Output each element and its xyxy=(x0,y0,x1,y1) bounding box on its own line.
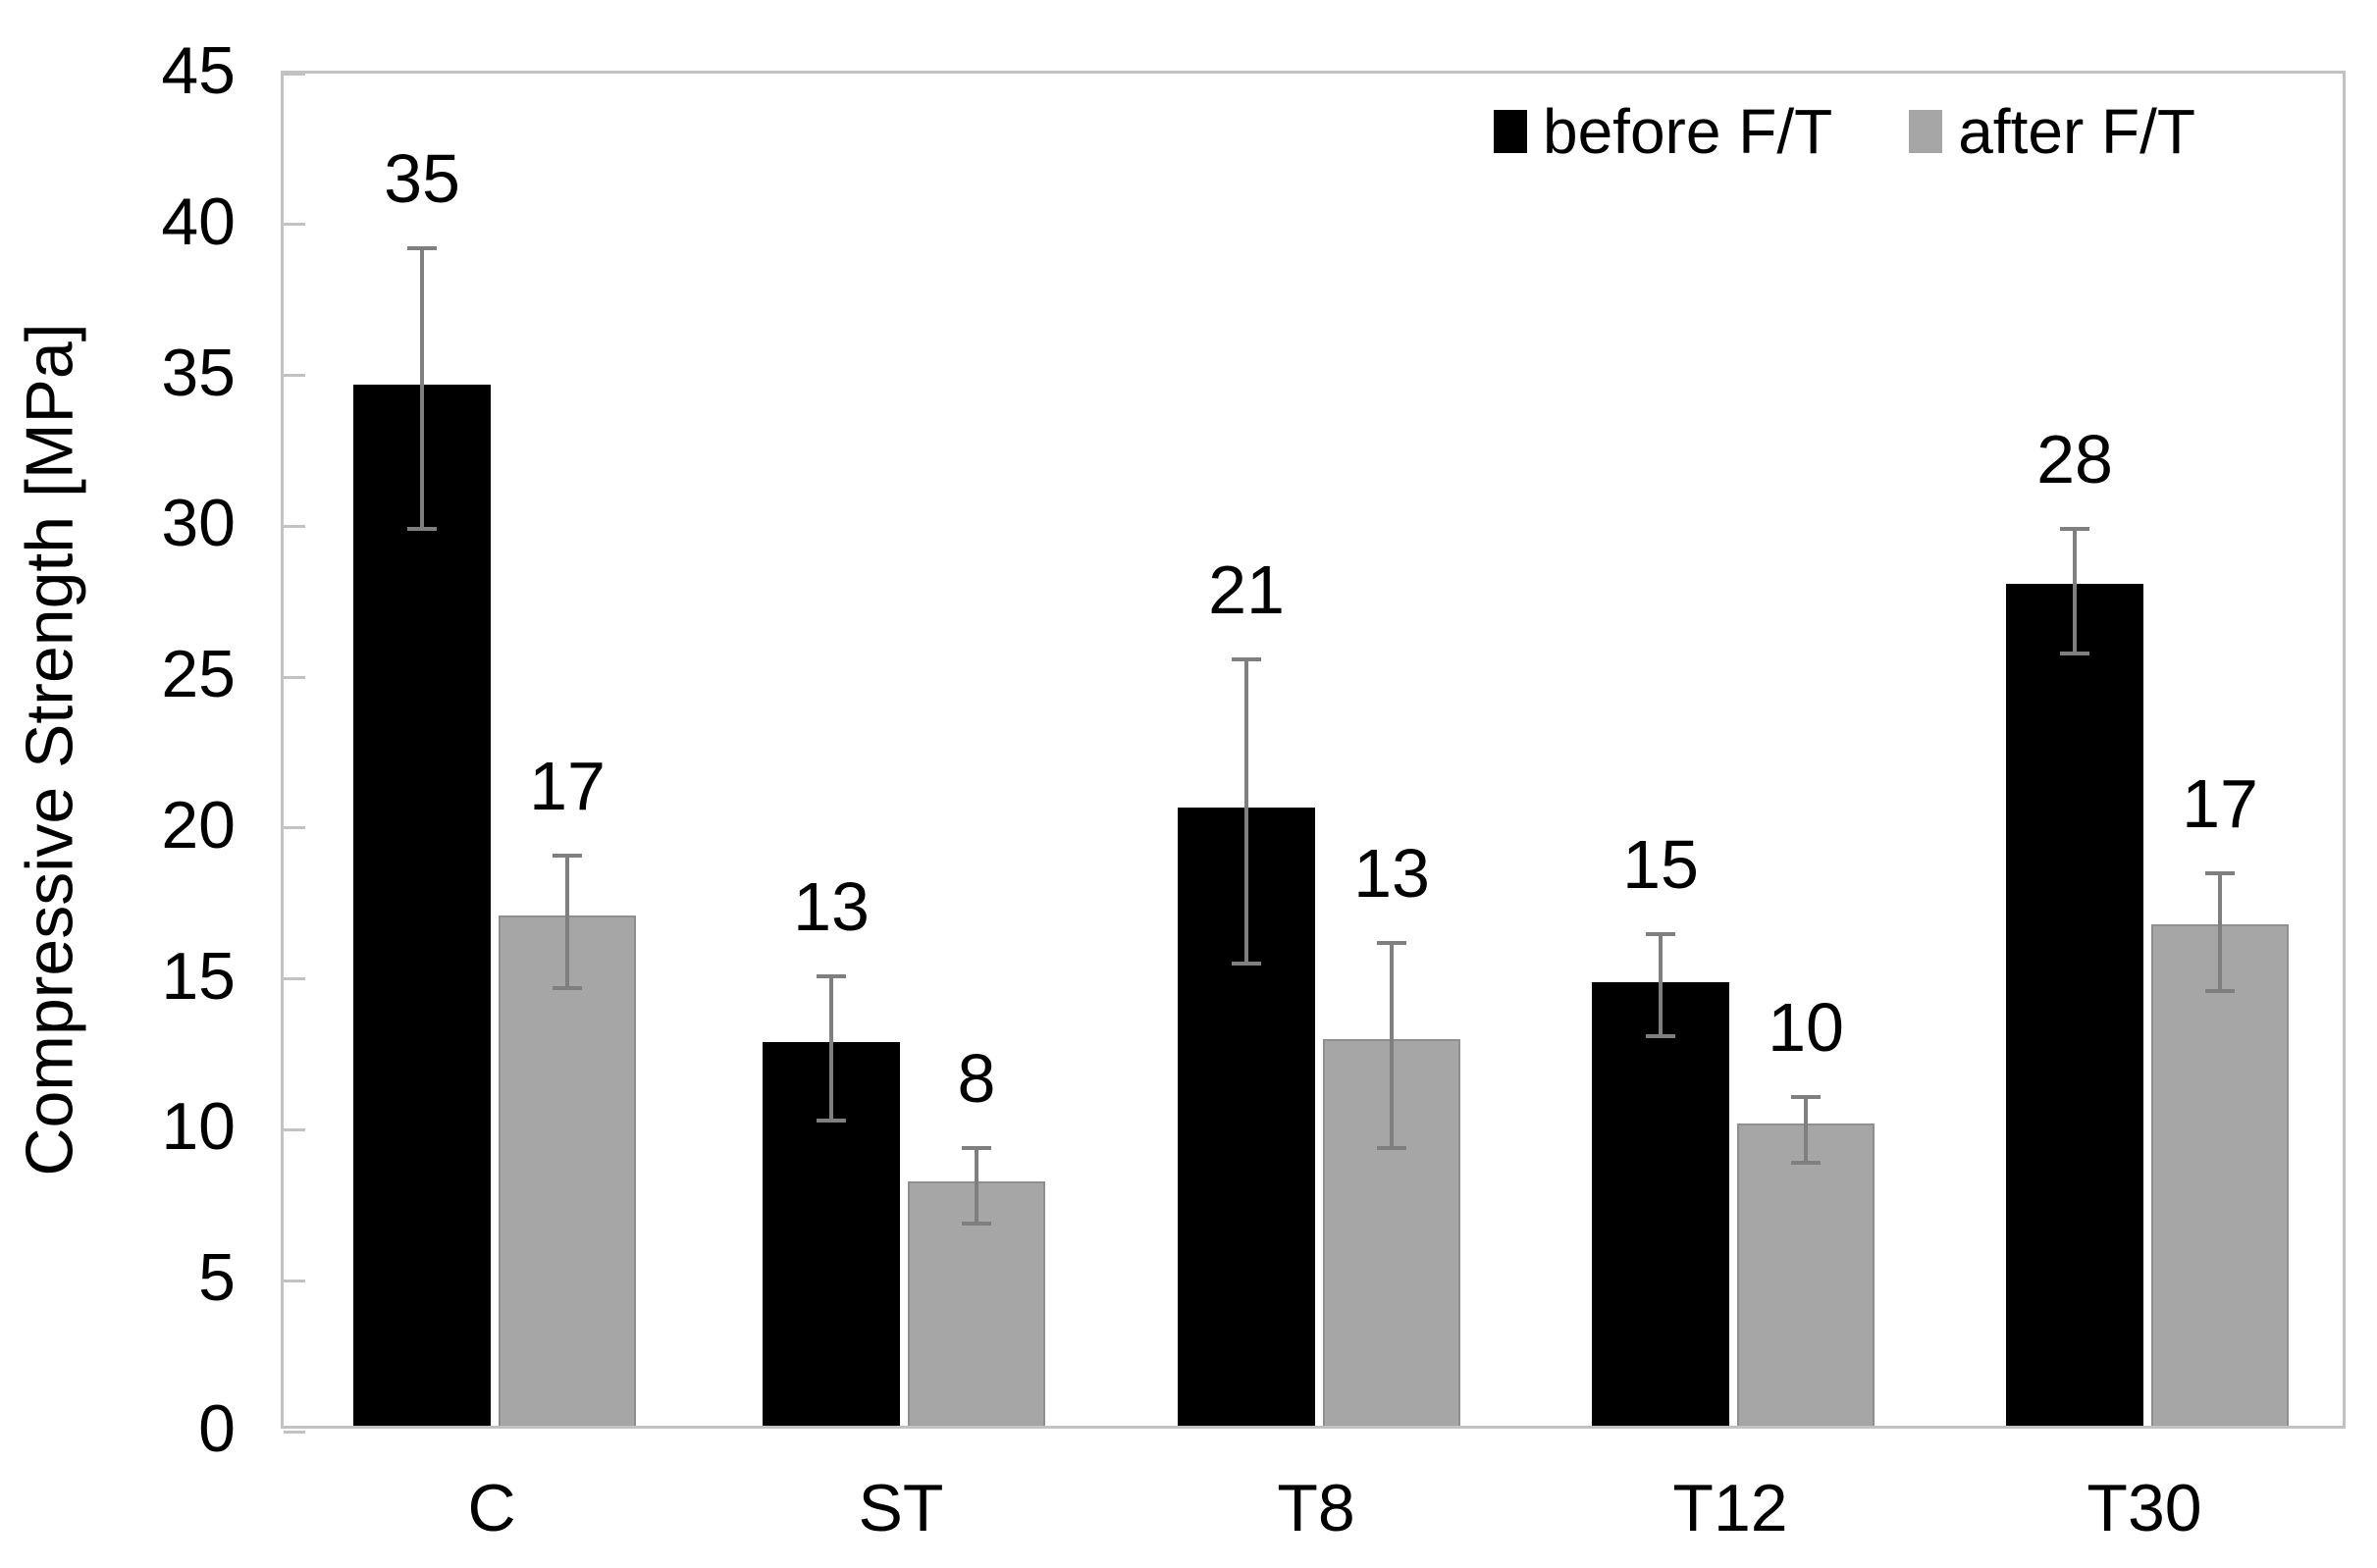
x-tick-label-T12: T12 xyxy=(1672,1471,1788,1545)
y-tick-label: 45 xyxy=(161,33,236,108)
data-label-T30-after: 17 xyxy=(2182,765,2258,843)
data-label-ST-before: 13 xyxy=(793,867,870,945)
y-tick-mark xyxy=(284,72,305,76)
error-bar xyxy=(565,855,569,988)
bar-C-after xyxy=(499,915,636,1426)
x-tick-label-T30: T30 xyxy=(2086,1471,2202,1545)
data-label-C-after: 17 xyxy=(529,747,606,824)
error-bar-cap xyxy=(1646,931,1675,936)
error-bar-cap xyxy=(1791,1161,1821,1166)
bar-T30-after xyxy=(2151,924,2289,1426)
error-bar-cap xyxy=(553,985,582,990)
error-bar-cap xyxy=(407,527,437,532)
error-bar xyxy=(1390,942,1394,1148)
bar-C-before xyxy=(353,384,491,1426)
y-tick-mark xyxy=(284,977,305,981)
error-bar-cap xyxy=(817,1119,846,1124)
y-tick-mark xyxy=(284,826,305,830)
error-bar xyxy=(1804,1096,1808,1164)
data-label-T12-after: 10 xyxy=(1768,988,1844,1066)
y-tick-label: 20 xyxy=(161,787,236,862)
error-bar xyxy=(1244,658,1248,965)
bar-T12-after xyxy=(1737,1124,1875,1426)
error-bar-cap xyxy=(2205,871,2235,876)
error-bar xyxy=(420,248,424,530)
error-bar-cap xyxy=(1377,940,1406,945)
bar-T12-before xyxy=(1592,981,1729,1426)
data-label-T8-before: 21 xyxy=(1208,550,1285,628)
x-tick-label-ST: ST xyxy=(858,1471,944,1545)
y-tick-label: 0 xyxy=(198,1391,236,1466)
y-tick-label: 25 xyxy=(161,637,236,712)
error-bar-cap xyxy=(1646,1034,1675,1039)
error-bar xyxy=(1659,933,1663,1037)
error-bar-cap xyxy=(553,853,582,858)
error-bar xyxy=(975,1147,978,1224)
error-bar-cap xyxy=(1377,1145,1406,1150)
data-label-C-before: 35 xyxy=(384,140,460,218)
legend-swatch-after-icon xyxy=(1909,110,1943,153)
y-tick-label: 40 xyxy=(161,183,236,259)
legend-label-before: before F/T xyxy=(1542,96,1833,167)
y-tick-mark xyxy=(284,223,305,227)
legend-item-after: after F/T xyxy=(1909,97,2195,166)
y-tick-mark xyxy=(284,1127,305,1131)
data-label-T30-before: 28 xyxy=(2036,421,2113,498)
error-bar-cap xyxy=(817,973,846,978)
y-tick-mark xyxy=(284,374,305,378)
plot-area: 35 13 21 15 28 17 8 13 10 17 before F/T after F/T xyxy=(281,71,2346,1434)
error-bar-cap xyxy=(2060,651,2089,655)
error-bar-cap xyxy=(2060,527,2089,532)
y-axis-title: Compressive Strength [MPa] xyxy=(0,71,104,1429)
y-tick-mark xyxy=(284,675,305,679)
y-tick-label: 35 xyxy=(161,335,236,410)
error-bar-cap xyxy=(962,1145,991,1150)
error-bar xyxy=(829,975,833,1122)
data-label-ST-after: 8 xyxy=(957,1039,996,1117)
y-axis-title-text: Compressive Strength [MPa] xyxy=(13,323,88,1176)
error-bar-cap xyxy=(1232,656,1261,661)
y-tick-mark xyxy=(284,1279,305,1282)
y-tick-mark xyxy=(284,1430,305,1434)
y-tick-label: 10 xyxy=(161,1089,236,1165)
bar-T30-before xyxy=(2006,583,2143,1426)
error-bar-cap xyxy=(1791,1094,1821,1099)
x-tick-label-C: C xyxy=(467,1471,516,1545)
y-tick-mark xyxy=(284,524,305,528)
error-bar-cap xyxy=(407,246,437,251)
x-tick-label-T8: T8 xyxy=(1277,1471,1355,1545)
legend-swatch-before-icon xyxy=(1493,110,1527,153)
data-label-T12-before: 15 xyxy=(1622,825,1699,903)
error-bar xyxy=(2073,529,2077,653)
error-bar xyxy=(2218,873,2222,991)
error-bar-cap xyxy=(962,1221,991,1226)
y-tick-label: 15 xyxy=(161,938,236,1014)
error-bar-cap xyxy=(1232,962,1261,967)
y-tick-label: 30 xyxy=(161,486,236,561)
legend: before F/T after F/T xyxy=(1493,96,2195,167)
legend-label-after: after F/T xyxy=(1958,96,2195,167)
error-bar-cap xyxy=(2205,988,2235,993)
legend-item-before: before F/T xyxy=(1493,96,1833,167)
data-label-T8-after: 13 xyxy=(1353,834,1430,912)
y-tick-label: 5 xyxy=(198,1240,236,1316)
